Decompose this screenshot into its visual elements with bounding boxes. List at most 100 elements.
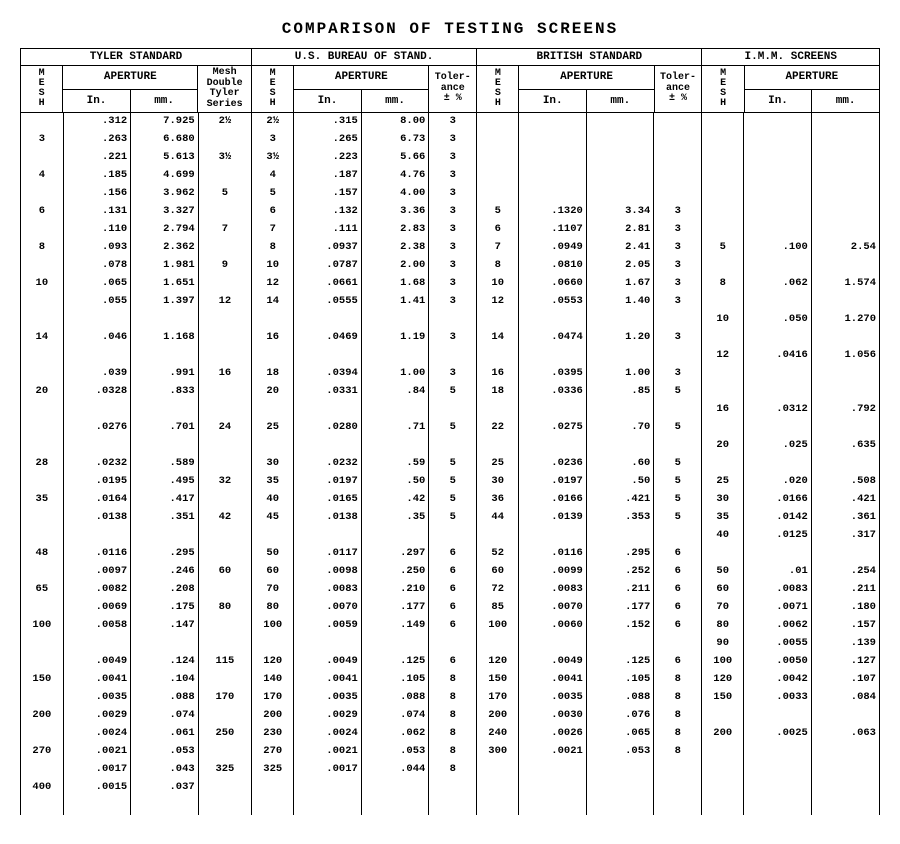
cell-t_in (63, 347, 131, 365)
cell-t_dbl (198, 671, 251, 689)
cell-b_mm (586, 185, 654, 203)
cell-t_dbl (198, 203, 251, 221)
cell-i_mesh (702, 329, 744, 347)
cell-i_in (744, 797, 812, 815)
cell-t_dbl: 80 (198, 599, 251, 617)
cell-b_tol (654, 635, 702, 653)
cell-b_mesh: 12 (477, 293, 519, 311)
cell-u_in: .0331 (294, 383, 362, 401)
cell-t_in (63, 311, 131, 329)
cell-b_mm: 2.41 (586, 239, 654, 257)
cell-u_tol: 8 (429, 743, 477, 761)
cell-b_mesh: 100 (477, 617, 519, 635)
cell-t_mesh (21, 527, 63, 545)
table-row: .2215.6133½3½.2235.663 (21, 149, 879, 167)
cell-b_mesh (477, 401, 519, 419)
cell-t_in: .0138 (63, 509, 131, 527)
cell-i_in: .0025 (744, 725, 812, 743)
cell-b_tol: 5 (654, 473, 702, 491)
cell-i_mm (811, 743, 879, 761)
cell-t_dbl: 325 (198, 761, 251, 779)
cell-i_in: .0033 (744, 689, 812, 707)
cell-u_mm: .062 (361, 725, 429, 743)
cell-b_mm: .211 (586, 581, 654, 599)
cell-b_mm (586, 437, 654, 455)
cell-u_mm: 2.38 (361, 239, 429, 257)
cell-b_in: .0041 (519, 671, 587, 689)
cell-b_tol: 3 (654, 257, 702, 275)
cell-t_in (63, 437, 131, 455)
table-row: .0069.1758080.0070.177685.0070.177670.00… (21, 599, 879, 617)
cell-u_mesh: 170 (252, 689, 294, 707)
cell-i_in (744, 167, 812, 185)
cell-b_mm: .065 (586, 725, 654, 743)
page-title: COMPARISON OF TESTING SCREENS (20, 20, 880, 38)
table-row: 35.0164.41740.0165.42536.0166.421530.016… (21, 491, 879, 509)
cell-u_tol: 3 (429, 365, 477, 383)
cell-u_tol (429, 401, 477, 419)
cell-i_mesh: 8 (702, 275, 744, 293)
cell-b_in: .0660 (519, 275, 587, 293)
cell-u_mesh: 45 (252, 509, 294, 527)
cell-u_tol: 6 (429, 581, 477, 599)
cell-t_mesh (21, 365, 63, 383)
cell-u_in (294, 437, 362, 455)
cell-u_in: .0232 (294, 455, 362, 473)
cell-i_mm: 1.270 (811, 311, 879, 329)
cell-u_mm: .044 (361, 761, 429, 779)
cell-t_in: .093 (63, 239, 131, 257)
cell-t_mm: 3.327 (131, 203, 199, 221)
cell-b_in (519, 185, 587, 203)
table-row: .0195.4953235.0197.50530.0197.50525.020.… (21, 473, 879, 491)
cell-i_in (744, 419, 812, 437)
cell-t_mm: .088 (131, 689, 199, 707)
cell-t_mm (131, 527, 199, 545)
cell-t_mm: .417 (131, 491, 199, 509)
cell-i_mm (811, 185, 879, 203)
cell-t_mm: 2.362 (131, 239, 199, 257)
cell-b_in: .0949 (519, 239, 587, 257)
cell-b_mm (586, 527, 654, 545)
header-mm: mm. (587, 89, 655, 113)
cell-i_mesh: 70 (702, 599, 744, 617)
cell-u_in (294, 401, 362, 419)
table-row: .0035.088170170.0035.0888170.0035.088815… (21, 689, 879, 707)
cell-t_in: .263 (63, 131, 131, 149)
cell-u_mesh: 7 (252, 221, 294, 239)
cell-t_in: .0024 (63, 725, 131, 743)
cell-b_in: .0236 (519, 455, 587, 473)
cell-b_mesh: 52 (477, 545, 519, 563)
header-aperture: APERTURE (294, 66, 429, 90)
cell-i_mm (811, 707, 879, 725)
cell-i_in (744, 365, 812, 383)
cell-u_tol: 3 (429, 167, 477, 185)
cell-t_mesh (21, 113, 63, 131)
cell-b_mesh: 120 (477, 653, 519, 671)
cell-t_mesh (21, 509, 63, 527)
cell-i_mm (811, 257, 879, 275)
cell-u_mesh: 40 (252, 491, 294, 509)
cell-i_in: .0042 (744, 671, 812, 689)
cell-b_mm: 1.00 (586, 365, 654, 383)
cell-u_mm: 1.41 (361, 293, 429, 311)
cell-i_mm (811, 203, 879, 221)
cell-b_mm: .076 (586, 707, 654, 725)
header-mesh: MESH (477, 66, 519, 113)
cell-u_mm: .50 (361, 473, 429, 491)
cell-i_mesh (702, 743, 744, 761)
cell-u_mesh (252, 311, 294, 329)
cell-u_mesh: 6 (252, 203, 294, 221)
cell-b_mm: .088 (586, 689, 654, 707)
cell-b_mesh (477, 527, 519, 545)
cell-i_mesh (702, 779, 744, 797)
cell-t_in: .0021 (63, 743, 131, 761)
cell-u_tol: 6 (429, 563, 477, 581)
group-imm: I.M.M. SCREENS (702, 49, 880, 66)
cell-b_in (519, 635, 587, 653)
cell-u_mm: .125 (361, 653, 429, 671)
cell-u_mm: 2.00 (361, 257, 429, 275)
cell-t_mm: .495 (131, 473, 199, 491)
cell-u_mm: 1.19 (361, 329, 429, 347)
table-row: .0049.124115120.0049.1256120.0049.125610… (21, 653, 879, 671)
cell-u_tol: 5 (429, 509, 477, 527)
